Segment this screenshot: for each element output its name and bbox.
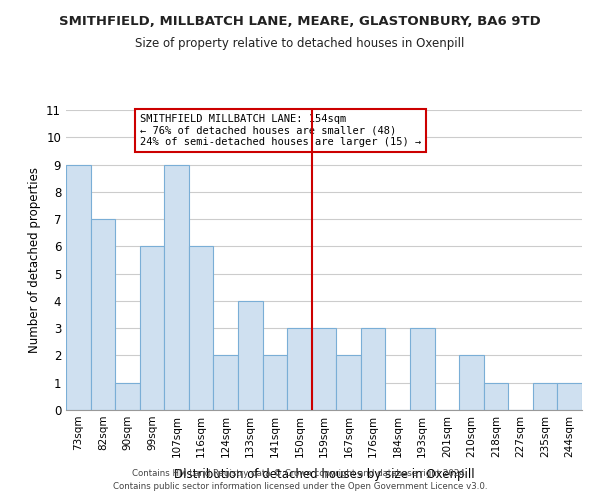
Text: SMITHFIELD MILLBATCH LANE: 154sqm
← 76% of detached houses are smaller (48)
24% : SMITHFIELD MILLBATCH LANE: 154sqm ← 76% …: [140, 114, 421, 148]
Bar: [263, 356, 287, 410]
Text: SMITHFIELD, MILLBATCH LANE, MEARE, GLASTONBURY, BA6 9TD: SMITHFIELD, MILLBATCH LANE, MEARE, GLAST…: [59, 15, 541, 28]
Bar: [164, 164, 189, 410]
Bar: [238, 301, 263, 410]
Bar: [287, 328, 312, 410]
X-axis label: Distribution of detached houses by size in Oxenpill: Distribution of detached houses by size …: [173, 468, 475, 481]
Bar: [214, 356, 238, 410]
Bar: [459, 356, 484, 410]
Bar: [361, 328, 385, 410]
Text: Contains HM Land Registry data © Crown copyright and database right 2024.: Contains HM Land Registry data © Crown c…: [132, 468, 468, 477]
Text: Contains public sector information licensed under the Open Government Licence v3: Contains public sector information licen…: [113, 482, 487, 491]
Bar: [140, 246, 164, 410]
Bar: [66, 164, 91, 410]
Bar: [115, 382, 140, 410]
Y-axis label: Number of detached properties: Number of detached properties: [28, 167, 41, 353]
Bar: [484, 382, 508, 410]
Bar: [533, 382, 557, 410]
Bar: [312, 328, 336, 410]
Bar: [189, 246, 214, 410]
Bar: [336, 356, 361, 410]
Text: Size of property relative to detached houses in Oxenpill: Size of property relative to detached ho…: [136, 38, 464, 51]
Bar: [410, 328, 434, 410]
Bar: [91, 219, 115, 410]
Bar: [557, 382, 582, 410]
